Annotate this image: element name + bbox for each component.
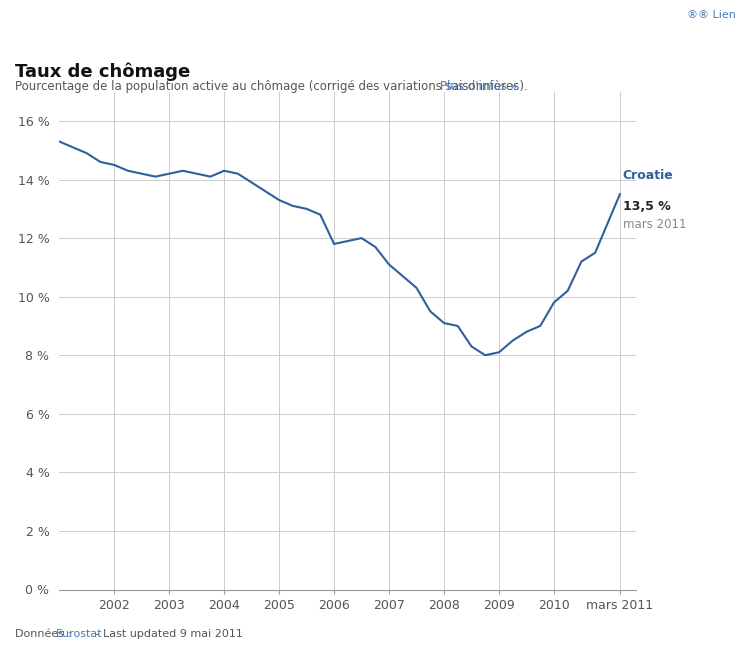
Text: 13,5 %: 13,5 % <box>622 200 670 213</box>
Text: Eurostat: Eurostat <box>56 629 102 639</box>
Text: mars 2011: mars 2011 <box>622 217 686 231</box>
Text: Données :: Données : <box>15 629 75 639</box>
Text: Plus d'infos »: Plus d'infos » <box>440 80 518 93</box>
Text: Pourcentage de la population active au chômage (corrigé des variations saisonniè: Pourcentage de la population active au c… <box>15 80 535 93</box>
Text: - Last updated 9 mai 2011: - Last updated 9 mai 2011 <box>92 629 243 639</box>
Text: ®® Lien: ®® Lien <box>687 10 736 20</box>
Text: Croatie: Croatie <box>622 170 673 183</box>
Text: Taux de chômage: Taux de chômage <box>15 62 190 81</box>
